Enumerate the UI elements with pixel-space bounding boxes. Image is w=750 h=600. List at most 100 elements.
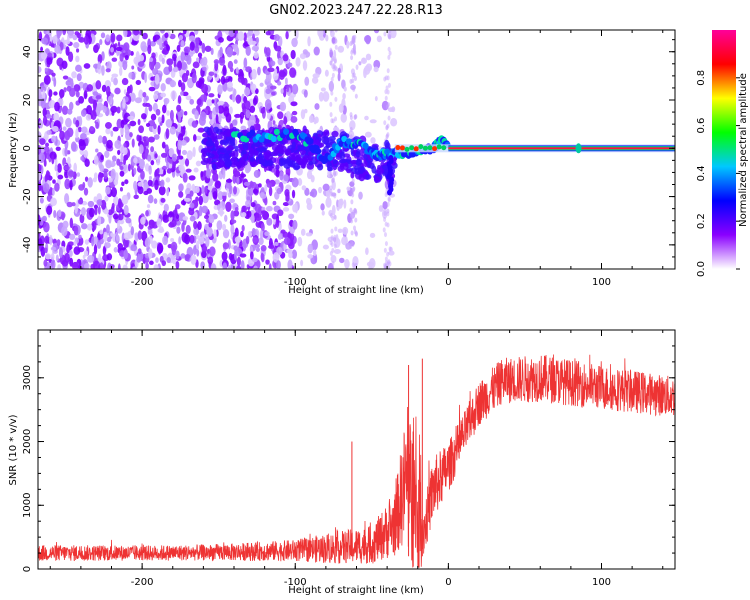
spectrogram-noise-blob [292, 219, 298, 230]
spectrogram-noise-blob [230, 210, 235, 221]
spectrogram-noise-blob [49, 234, 53, 246]
spectrogram-noise-blob [272, 120, 276, 126]
spectrogram-noise-blob [47, 52, 53, 58]
spectrogram-noise-blob [253, 265, 258, 269]
spectrogram-noise-blob [156, 158, 161, 166]
snr-marks [38, 354, 675, 568]
spectrogram-noise-blob [149, 57, 154, 63]
spectrogram-noise-blob [342, 226, 349, 235]
spectrogram-noise-blob [172, 66, 179, 73]
spectrogram-noise-blob [123, 204, 129, 216]
spectrogram-noise-blob [271, 91, 276, 96]
spectrogram-band-blob [230, 157, 238, 163]
spectrogram-noise-blob [320, 87, 326, 92]
spectrogram-streak-blob [351, 78, 355, 84]
spectrogram-noise-blob [57, 174, 64, 180]
spectrogram-noise-blob [196, 57, 200, 62]
spectrogram-noise-blob [239, 253, 247, 258]
spectrogram-noise-blob [341, 236, 348, 246]
spectrogram-noise-blob [147, 154, 152, 162]
spectrogram-noise-blob [63, 87, 67, 93]
spectrogram-band-blob [365, 174, 370, 180]
spectrogram-noise-blob [265, 259, 270, 265]
spectrogram-noise-blob [160, 92, 167, 98]
spectrogram-noise-blob [117, 263, 121, 269]
spectrogram-noise-blob [45, 170, 50, 180]
spectrogram-noise-blob [137, 248, 142, 255]
spectrogram-noise-blob [133, 157, 138, 164]
spectrogram-noise-blob [205, 236, 210, 248]
spectrogram-noise-blob [119, 66, 123, 77]
spectrogram-noise-blob [322, 91, 330, 102]
spectrogram-band-blob [317, 163, 324, 171]
spectrogram-streak-blob [351, 192, 355, 198]
spectrogram-streak-blob [384, 192, 388, 198]
spectrogram-noise-blob [123, 142, 127, 149]
spectrogram-noise-blob [366, 261, 374, 267]
spectrogram-streak-blob [386, 123, 390, 129]
spectrogram-noise-blob [194, 110, 199, 120]
spectrogram-noise-blob [97, 205, 101, 215]
spectrogram-noise-blob [80, 207, 86, 217]
spectrogram-noise-blob [206, 227, 213, 237]
spectrogram-streak-blob [334, 116, 338, 122]
spectrogram-streak-blob [385, 104, 389, 110]
spectrogram-track-point [418, 144, 424, 150]
spectrogram-noise-blob [225, 178, 233, 183]
spectrogram-noise-blob [131, 65, 135, 70]
spectrogram-noise-blob [237, 31, 245, 41]
spectrogram-band-blob [299, 145, 306, 151]
spectrogram-noise-blob [87, 177, 93, 188]
spectrogram-noise-blob [178, 164, 185, 172]
spectrogram-noise-blob [106, 253, 113, 261]
spectrogram-noise-blob [312, 73, 320, 79]
spectrogram-noise-blob [274, 241, 279, 246]
spectrogram-noise-blob [39, 119, 44, 129]
spectrogram-streak-blob [387, 82, 391, 88]
spectrogram-noise-blob [265, 30, 271, 36]
spectrogram-noise-blob [197, 52, 203, 58]
spectrogram-noise-blob [38, 238, 43, 246]
spectrogram-y-axis-label: Frequency (Hz) [8, 112, 19, 188]
spectrogram-noise-blob [169, 126, 176, 135]
spectrogram-noise-blob [161, 260, 167, 267]
spectrogram-noise-blob [251, 68, 257, 80]
spectrogram-streak-blob [384, 95, 388, 101]
spectrogram-track-point [338, 140, 345, 147]
spectrogram-noise-blob [386, 208, 390, 214]
spectrogram-noise-blob [137, 61, 145, 67]
spectrogram-noise-blob [373, 66, 379, 73]
spectrogram-noise-blob [42, 182, 50, 193]
spectrogram-noise-blob [243, 32, 247, 43]
spectrogram-noise-blob [181, 149, 188, 156]
spectrogram-noise-blob [61, 37, 65, 43]
spectrogram-noise-blob [232, 186, 237, 195]
spectrogram-noise-blob [69, 179, 73, 191]
x-tick-label: 100 [592, 577, 611, 588]
spectrogram-band-blob [339, 151, 346, 160]
spectrogram-noise-blob [339, 198, 344, 206]
spectrogram-noise-blob [157, 116, 162, 123]
spectrogram-noise-blob [134, 232, 139, 241]
spectrogram-noise-blob [62, 126, 67, 131]
spectrogram-noise-blob [290, 49, 296, 60]
spectrogram-noise-blob [71, 261, 79, 269]
spectrogram-noise-blob [118, 219, 125, 225]
spectrogram-noise-blob [387, 107, 394, 113]
spectrogram-noise-blob [287, 62, 293, 68]
spectrogram-noise-blob [241, 212, 247, 218]
spectrogram-noise-blob [302, 60, 308, 71]
spectrogram-noise-blob [189, 190, 194, 197]
spectrogram-noise-blob [251, 227, 256, 237]
spectrogram-noise-blob [265, 73, 270, 83]
spectrogram-noise-blob [365, 53, 372, 61]
spectrogram-noise-blob [58, 209, 62, 218]
spectrogram-noise-blob [265, 88, 271, 95]
spectrogram-streak-blob [330, 90, 334, 96]
spectrogram-noise-blob [147, 230, 153, 235]
spectrogram-streak-blob [354, 217, 358, 223]
spectrogram-noise-blob [253, 30, 260, 36]
spectrogram-noise-blob [337, 228, 343, 233]
spectrogram-noise-blob [124, 54, 129, 61]
spectrogram-noise-blob [206, 99, 213, 107]
